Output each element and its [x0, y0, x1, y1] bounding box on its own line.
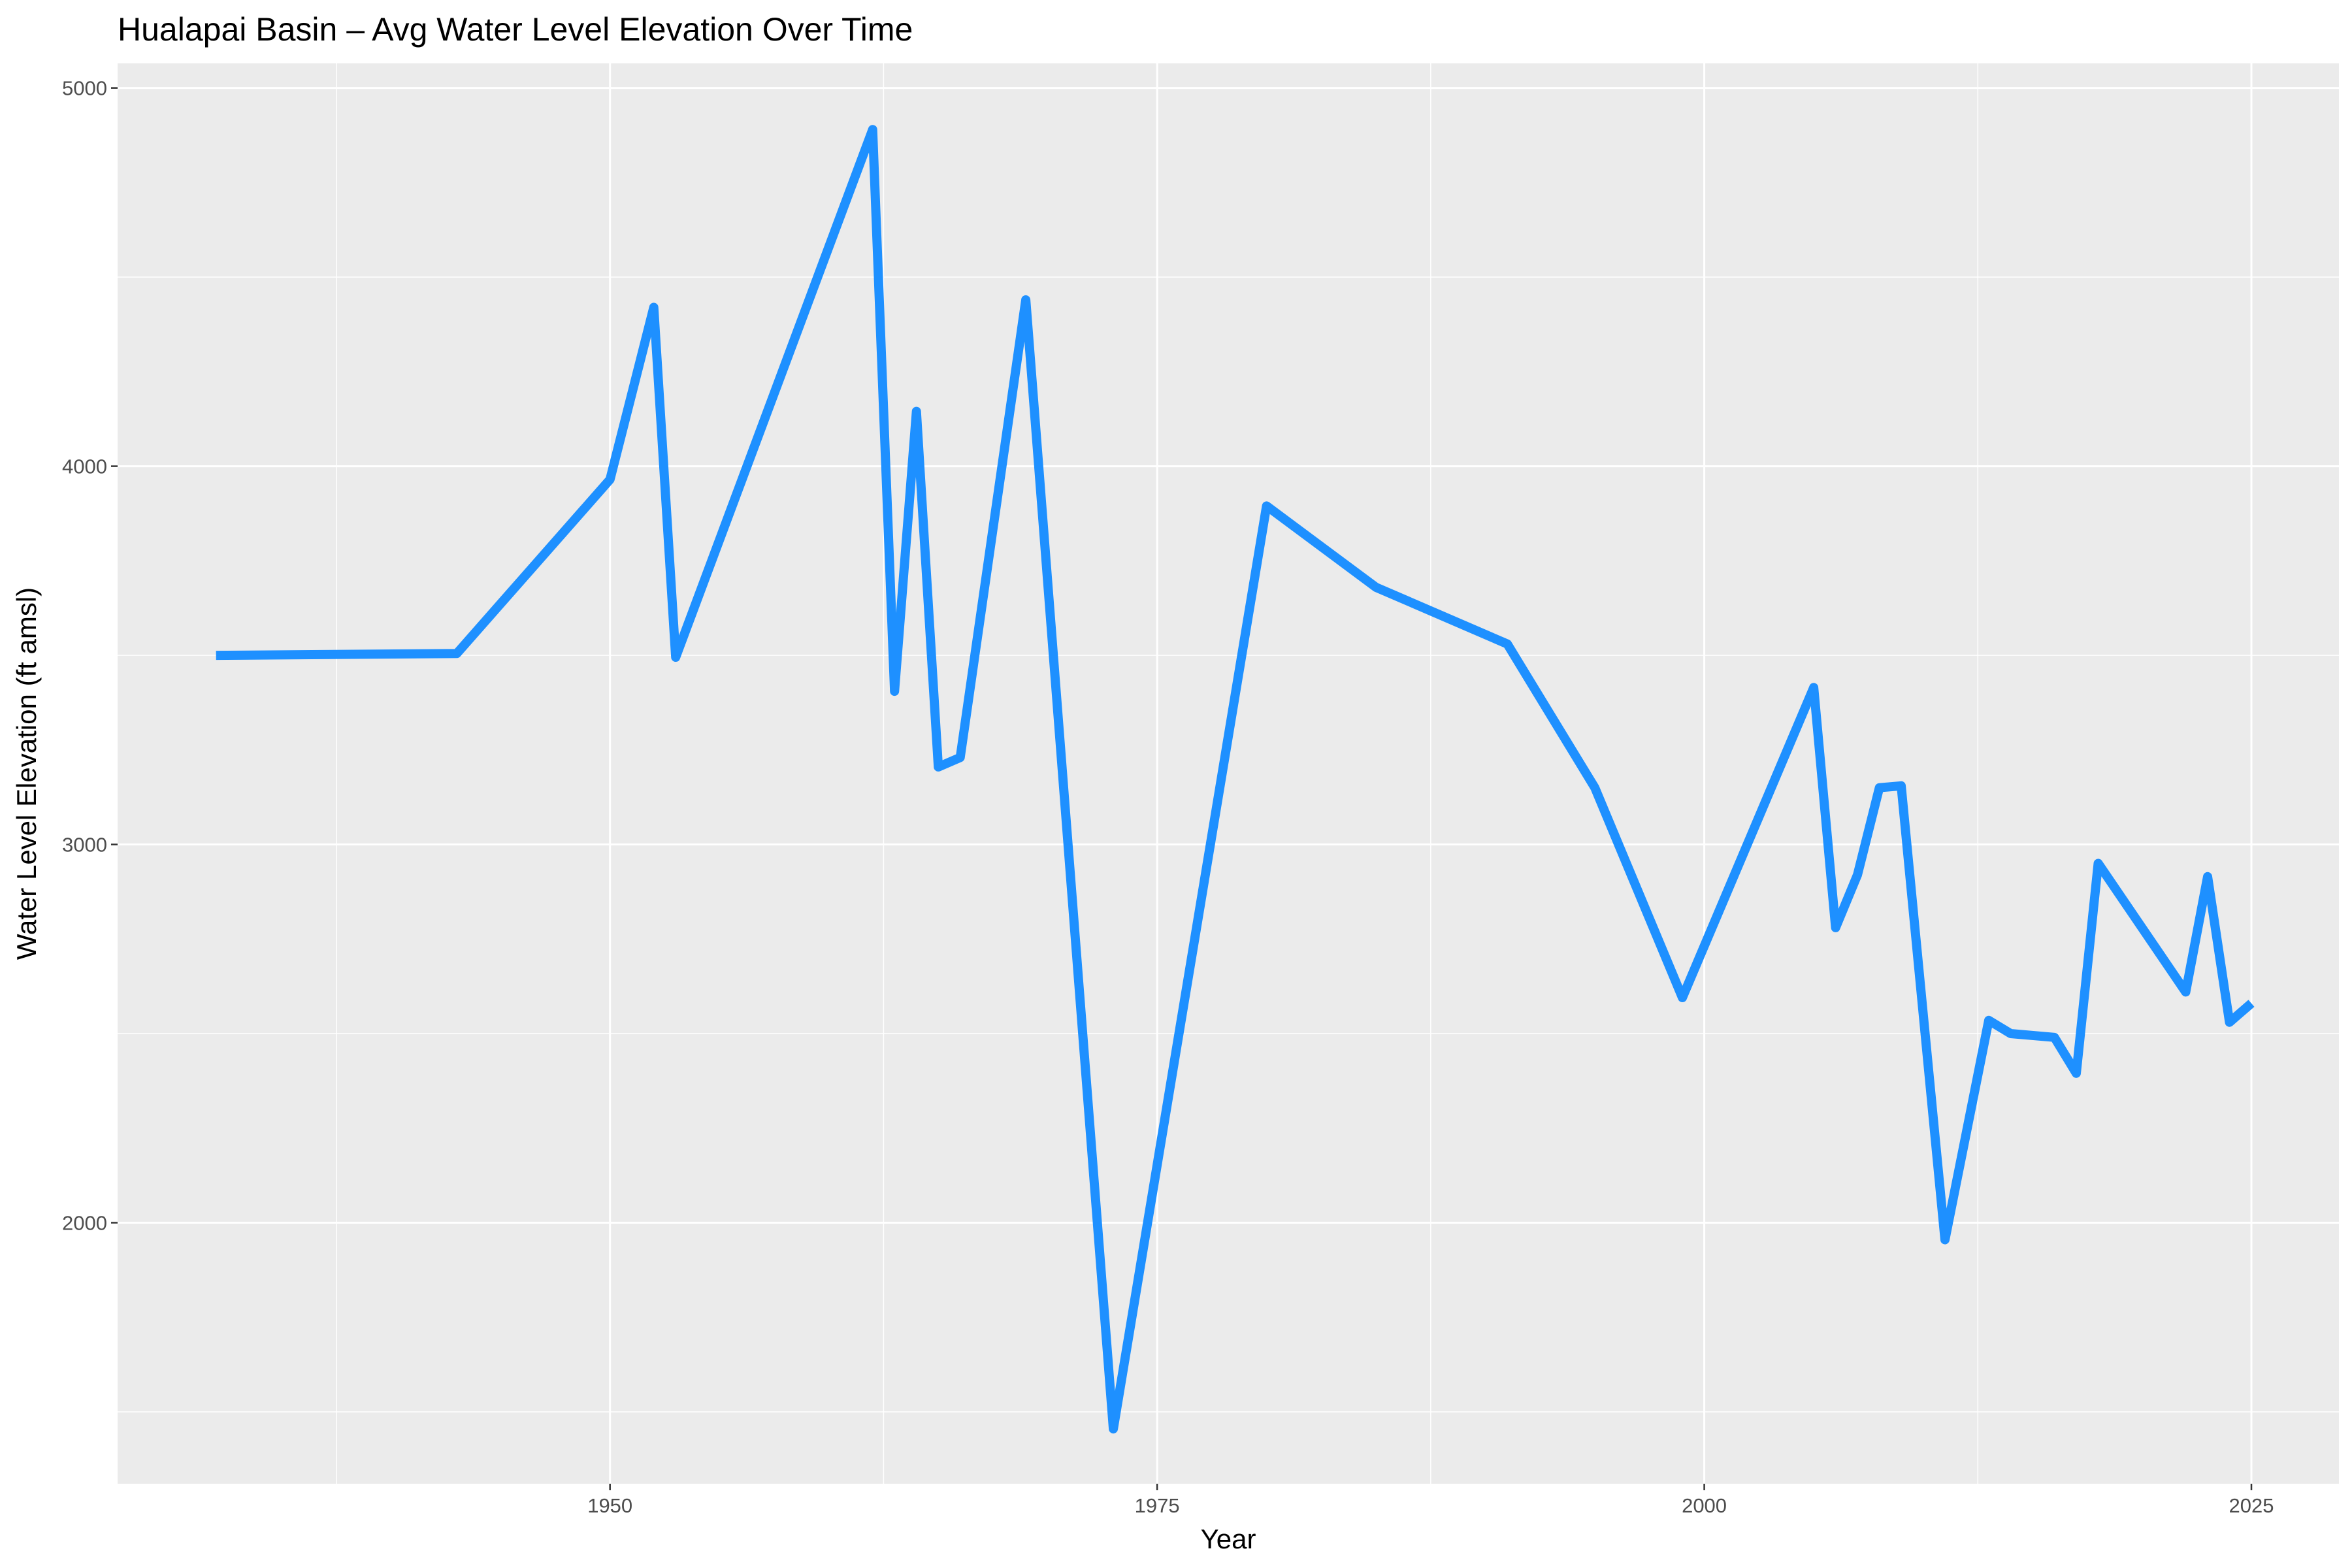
y-axis-title: Water Level Elevation (ft amsl): [11, 587, 42, 960]
y-tick-label: 3000: [62, 834, 107, 857]
y-axis-ticks: 2000 3000 4000 5000: [62, 77, 118, 1235]
x-axis-title: Year: [1201, 1524, 1256, 1554]
x-tick-label: 1975: [1135, 1494, 1180, 1517]
series-line-0: [216, 125, 2255, 1434]
grid-major: [118, 63, 2339, 1484]
x-tick-label: 2025: [2229, 1494, 2274, 1517]
x-axis-ticks: 1950 1975 2000 2025: [587, 1484, 2274, 1517]
plot-background: [118, 63, 2339, 1484]
series-layer: [216, 125, 2255, 1434]
y-tick-label: 2000: [62, 1212, 107, 1235]
y-tick-label: 5000: [62, 77, 107, 100]
chart-title: Hualapai Basin – Avg Water Level Elevati…: [118, 11, 913, 48]
x-tick-label: 2000: [1682, 1494, 1727, 1517]
y-tick-label: 4000: [62, 455, 107, 478]
x-tick-label: 1950: [587, 1494, 632, 1517]
